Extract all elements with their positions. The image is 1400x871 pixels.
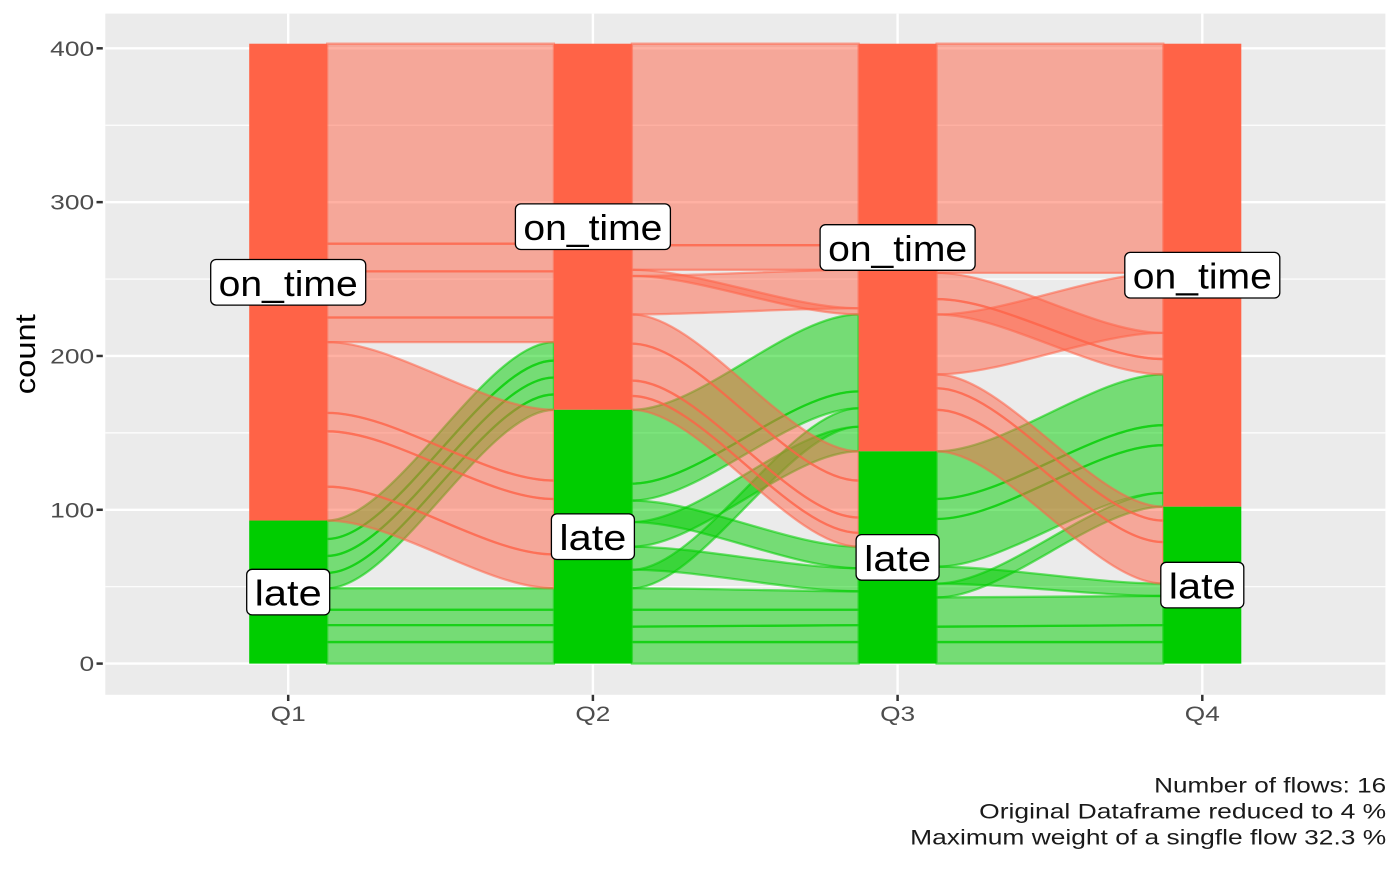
svg-text:300: 300 xyxy=(50,192,94,215)
svg-text:late: late xyxy=(255,573,322,614)
svg-text:late: late xyxy=(864,538,931,579)
svg-text:on_time: on_time xyxy=(1133,256,1272,297)
svg-text:on_time: on_time xyxy=(523,207,662,248)
svg-text:Q4: Q4 xyxy=(1185,703,1220,726)
svg-text:on_time: on_time xyxy=(828,228,967,269)
svg-text:count: count xyxy=(10,314,42,394)
svg-text:Original Dataframe reduced to: Original Dataframe reduced to 4 % xyxy=(979,800,1386,823)
svg-text:400: 400 xyxy=(50,38,94,61)
svg-text:Q3: Q3 xyxy=(880,703,915,726)
svg-text:late: late xyxy=(559,517,626,558)
svg-text:Q1: Q1 xyxy=(271,703,306,726)
svg-text:Maximum weight of a singfle fl: Maximum weight of a singfle flow 32.3 % xyxy=(910,827,1386,850)
svg-text:200: 200 xyxy=(50,345,94,368)
svg-text:0: 0 xyxy=(80,653,95,676)
svg-text:Number of flows: 16: Number of flows: 16 xyxy=(1154,774,1386,797)
svg-text:Q2: Q2 xyxy=(575,703,610,726)
svg-text:on_time: on_time xyxy=(219,263,358,304)
svg-text:100: 100 xyxy=(50,499,94,522)
svg-text:late: late xyxy=(1169,566,1236,607)
